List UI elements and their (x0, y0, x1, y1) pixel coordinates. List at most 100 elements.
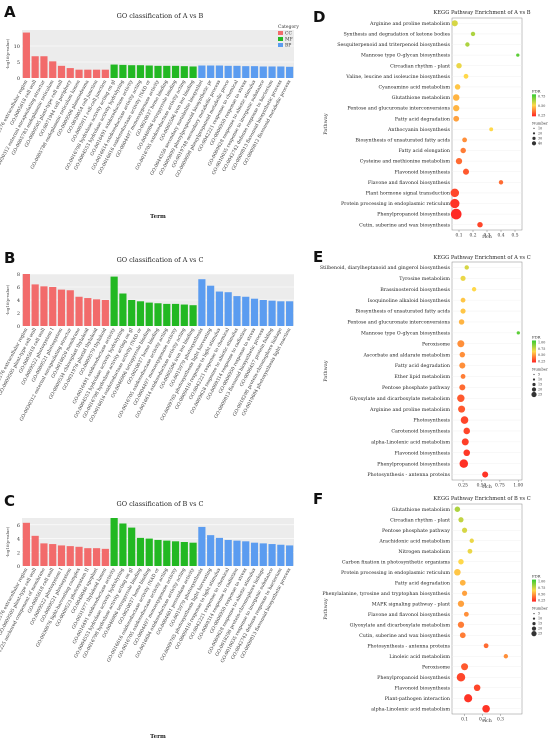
y-tick-label: 4 (17, 298, 20, 304)
pathway-label: Carotenoid biosynthesis (391, 429, 450, 435)
bar (57, 289, 66, 326)
bar (277, 66, 285, 78)
data-point (453, 115, 460, 122)
number-legend-label: 10 (538, 126, 542, 130)
data-point (457, 621, 465, 628)
legend-swatch-bp (278, 43, 283, 47)
bar (215, 291, 224, 326)
data-point (458, 319, 465, 325)
number-legend-label: 20 (538, 131, 542, 135)
y-tick-label: 0 (17, 76, 20, 82)
number-legend-label: 20 (538, 627, 542, 631)
pathway-label: Isoquinoline alkaloid biosynthesis (368, 298, 451, 304)
number-legend-label: 25 (538, 392, 542, 396)
x-axis-label: rich (482, 234, 492, 240)
pathway-label: Fatty acid degradation (395, 116, 450, 122)
data-point (456, 672, 466, 682)
bar (171, 541, 180, 566)
fdr-legend-title: FDR (532, 334, 541, 339)
number-legend-title: Number (532, 606, 548, 611)
bar (259, 300, 267, 326)
bar (92, 69, 101, 78)
bar (119, 64, 127, 78)
data-point (463, 73, 469, 79)
legend-label: BP (285, 43, 291, 49)
data-point (471, 287, 477, 292)
x-axis-label: rich (482, 484, 492, 490)
pathway-label: Glyoxylate and dicarboxylate metabolism (350, 396, 451, 402)
data-point (459, 632, 466, 639)
data-point (458, 517, 464, 523)
pathway-label: Fatty acid degradation (395, 363, 450, 369)
y-axis-label: Pathway (323, 113, 329, 135)
bar (49, 544, 57, 566)
bar (207, 535, 215, 566)
pathway-label: Pentose phosphate pathway (382, 385, 450, 391)
data-point (516, 53, 520, 57)
y-tick-label: 6 (17, 523, 20, 529)
number-legend-label: 15 (538, 622, 542, 626)
legend-swatch-cc (278, 31, 283, 35)
bar (49, 287, 57, 326)
pathway-label: Phenylpropanoid biosynthesis (377, 461, 450, 467)
pathway-label: Fatty acid degradation (395, 580, 450, 586)
bar (101, 300, 109, 326)
bar (224, 539, 232, 566)
pathway-label: Pentose phosphate pathway (382, 528, 450, 534)
fdr-tick-label: 0.75 (538, 586, 545, 590)
number-legend-title: Number (532, 120, 548, 125)
bar (110, 64, 118, 78)
pathway-label: Arachidonic acid metabolism (378, 538, 450, 544)
pathway-label: Cyanoamino acid metabolism (378, 85, 450, 91)
bar (207, 65, 215, 78)
bar (31, 284, 39, 326)
bar (66, 68, 74, 78)
data-point (450, 188, 460, 198)
pathway-label: Cutin, suberine and wax biosynthesis (359, 633, 450, 639)
x-tick-label: 0.3 (497, 718, 504, 723)
data-point (462, 137, 467, 143)
data-point (455, 157, 463, 165)
bar (242, 66, 250, 78)
y-tick-label: 0 (17, 564, 20, 570)
pathway-label: Photosynthesis - antenna proteins (367, 643, 450, 649)
bar (57, 545, 66, 566)
pathway-label: Pentose and glucuronate interconversions (347, 320, 450, 326)
fdr-legend-title: FDR (532, 574, 541, 579)
legend-swatch-mf (278, 37, 283, 41)
pathway-label: Phenylalanine, tyrosine and tryptophan b… (322, 591, 450, 597)
pathway-label: Cutin, suberine and wax biosynthesis (359, 222, 450, 228)
pathway-label: Carbon fixation in photosynthetic organi… (342, 559, 451, 565)
number-legend-dot (532, 136, 536, 140)
data-point (461, 663, 469, 671)
data-point (460, 297, 466, 303)
bar (119, 523, 127, 566)
data-point (469, 538, 474, 543)
bar (154, 65, 162, 78)
go-chart-a: GO classification of A vs B 0 5 10 -log10(p-… (0, 12, 299, 220)
bar (136, 65, 145, 78)
bar (40, 56, 48, 78)
y-tick-label: 10 (14, 44, 20, 50)
bar (40, 286, 48, 326)
pathway-label: Linoleic acid metabolism (389, 654, 450, 660)
fdr-tick-label: 0.75 (538, 94, 545, 98)
number-legend-dot (533, 373, 535, 376)
bar (119, 293, 127, 326)
number-legend-label: 5 (538, 372, 540, 376)
bar (75, 296, 83, 326)
x-tick-label: 0.5 (512, 234, 519, 239)
bar (154, 303, 162, 326)
pathway-label: Biosynthesis of unsaturated fatty acids (355, 309, 450, 315)
pathway-label: Flavonoid biosynthesis (395, 169, 451, 175)
plot-frame (451, 17, 523, 231)
bar (22, 32, 30, 78)
bar (233, 540, 241, 566)
x-tick-label: 0.50 (477, 484, 487, 489)
data-point (463, 427, 471, 435)
pathway-label: Mannose type O-glycan biosynthesis (361, 53, 451, 59)
bar (215, 537, 224, 566)
fdr-colorbar (532, 94, 536, 117)
bar (145, 65, 153, 78)
data-point (454, 84, 461, 90)
